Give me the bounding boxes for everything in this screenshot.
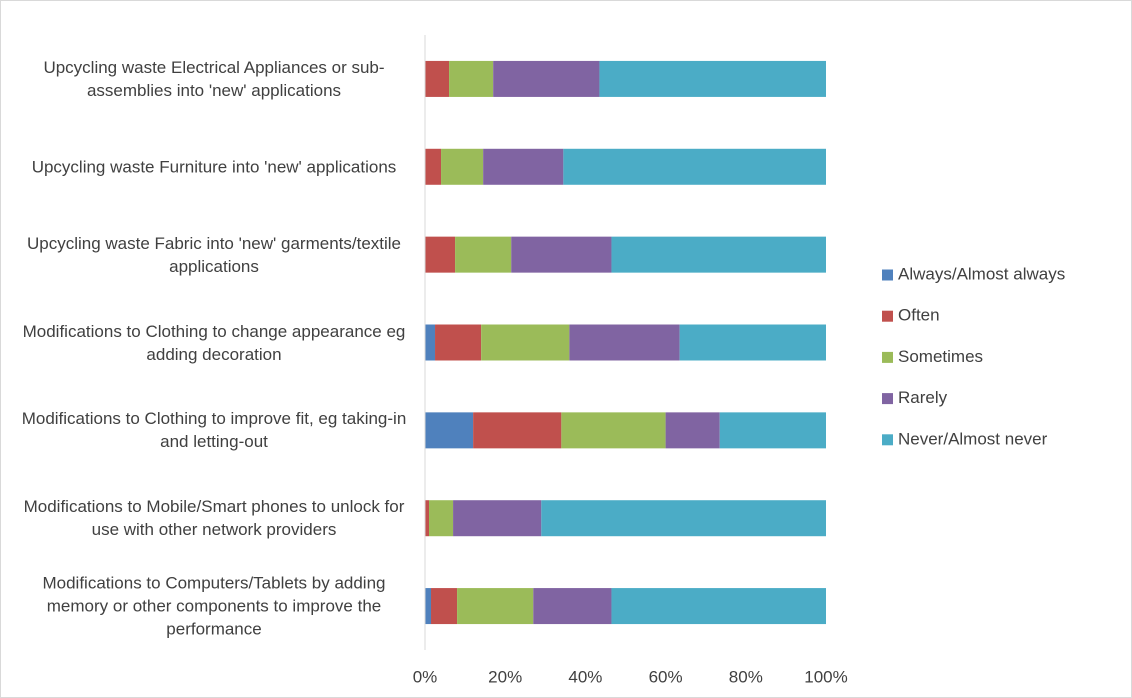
x-tick-label: 100% <box>804 667 847 686</box>
legend-swatch <box>882 393 893 405</box>
bar-segment <box>541 500 826 537</box>
category-label: Upcycling waste Furniture into 'new' app… <box>31 157 397 177</box>
bar-segment <box>431 588 458 625</box>
bar-segment <box>425 148 442 185</box>
legend-label: Always/Almost always <box>898 264 1065 283</box>
bar-segment <box>533 588 612 625</box>
legend-label: Sometimes <box>898 347 983 366</box>
x-tick-label: 40% <box>568 667 602 686</box>
bar-segment <box>449 60 494 97</box>
bar-segment <box>425 236 456 273</box>
category-label: Upcycling waste Fabric into 'new' garmen… <box>26 233 402 276</box>
bar-segment <box>569 324 680 361</box>
bar-segment <box>561 412 666 449</box>
bar-segment <box>425 324 436 361</box>
legend-swatch <box>882 434 893 446</box>
bar-segment <box>483 148 564 185</box>
legend-label: Often <box>898 306 940 325</box>
category-label: Modifications to Computers/Tablets by ad… <box>42 573 386 639</box>
bar-segment <box>611 236 826 273</box>
bar-segment <box>457 588 534 625</box>
bar-segment <box>719 412 826 449</box>
bar-segment <box>599 60 826 97</box>
bar-segment <box>425 588 432 625</box>
bar-segment <box>665 412 720 449</box>
bar-segment <box>455 236 512 273</box>
bar-segment <box>441 148 484 185</box>
legend-label: Rarely <box>898 388 948 407</box>
bar-segment <box>425 60 450 97</box>
legend-label: Never/Almost never <box>898 429 1048 448</box>
x-tick-label: 80% <box>729 667 763 686</box>
bar-segment <box>429 500 454 537</box>
bar-segment <box>611 588 826 625</box>
bar-segment <box>481 324 570 361</box>
legend-swatch <box>882 269 893 281</box>
x-tick-label: 0% <box>413 667 438 686</box>
bar-segment <box>493 60 600 97</box>
bar-segment <box>563 148 826 185</box>
x-tick-label: 20% <box>488 667 522 686</box>
bar-segment <box>425 412 474 449</box>
x-tick-label: 60% <box>649 667 683 686</box>
bar-segment <box>435 324 482 361</box>
category-label: Modifications to Clothing to improve fit… <box>21 409 407 452</box>
category-label: Upcycling waste Electrical Appliances or… <box>43 57 385 100</box>
bar-segment <box>425 500 430 537</box>
legend-swatch <box>882 310 893 322</box>
bar-segment <box>511 236 612 273</box>
category-label: Modifications to Mobile/Smart phones to … <box>23 497 405 540</box>
category-label: Modifications to Clothing to change appe… <box>22 321 406 364</box>
bar-segment <box>453 500 542 537</box>
bar-segment <box>473 412 562 449</box>
bar-segment <box>679 324 826 361</box>
legend-swatch <box>882 351 893 363</box>
